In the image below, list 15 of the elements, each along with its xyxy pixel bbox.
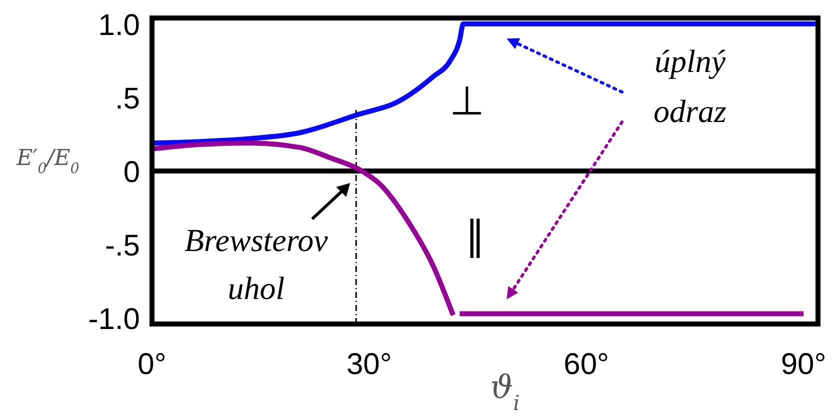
x-tick-label: 90° [780,348,826,381]
annotation: ⊥ [449,79,484,124]
y-tick-label: -.5 [104,230,140,263]
annotation: úplný odraz [654,43,727,129]
y-tick-label: 1.0 [98,8,140,42]
annotation: ∥ [464,214,485,259]
y-tick-label: -1.0 [88,303,140,336]
x-tick-label: 30° [346,348,392,381]
x-tick-label: 60° [564,348,610,381]
annotation: Brewsterov uhol [184,222,329,306]
x-tick-label: 0° [138,348,166,381]
y-axis-title: E′$_{0}$/E$_{0}$ [16,146,80,177]
x-axis-title: ϑ$_{i}$ [490,368,520,415]
y-tick-label: .5 [114,82,140,116]
y-tick-label: 0 [123,156,140,189]
